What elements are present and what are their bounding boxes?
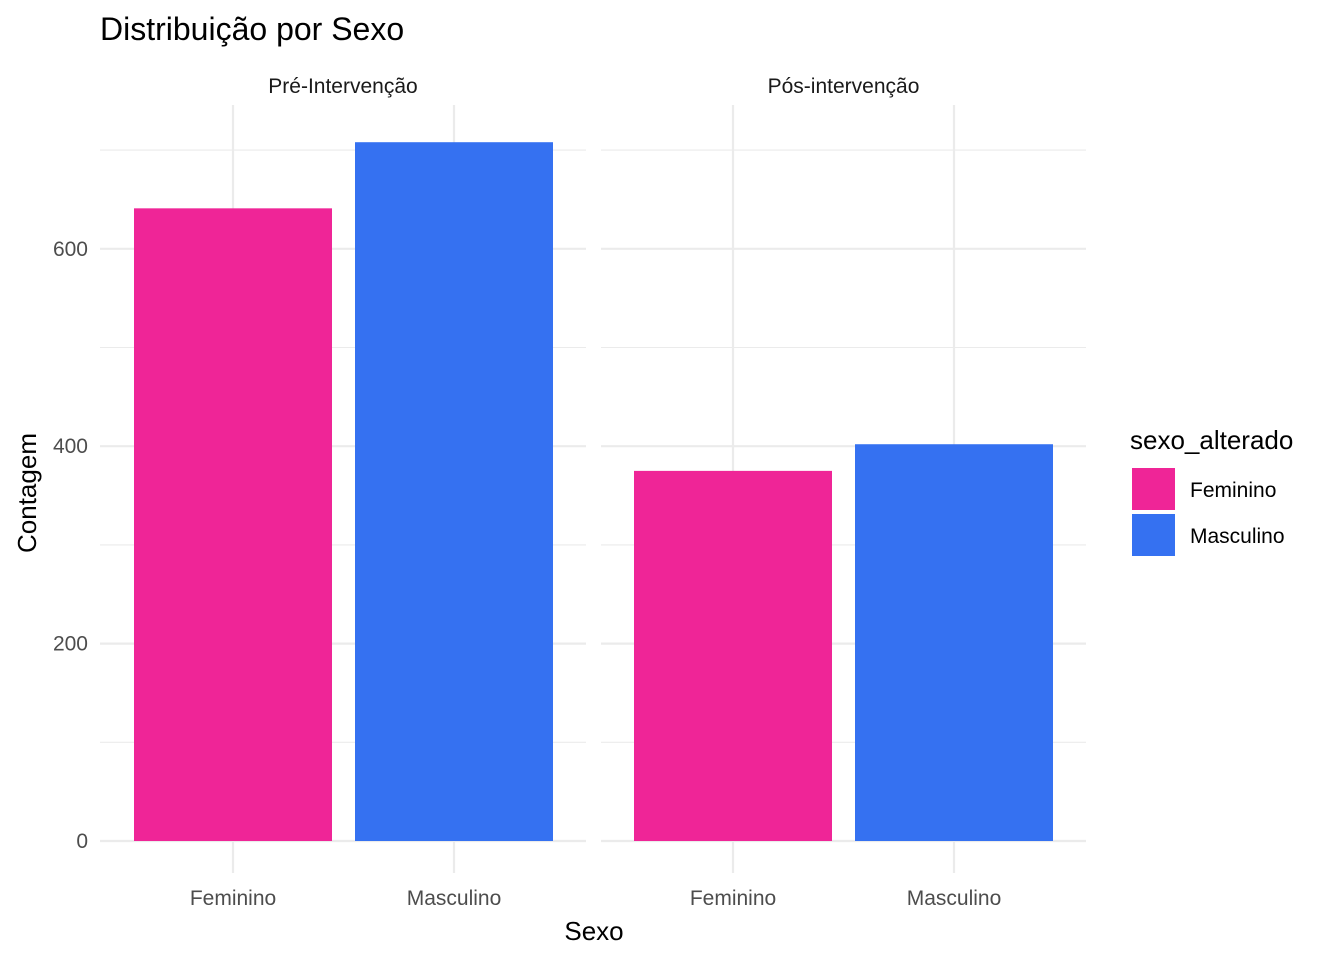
bar-pos-intervencao-feminino xyxy=(634,470,832,841)
y-tick-label: 600 xyxy=(53,238,88,261)
legend-label-masculino: Masculino xyxy=(1190,525,1285,548)
bar-pre-intervencao-masculino xyxy=(355,142,553,842)
y-tick-label: 400 xyxy=(53,435,88,458)
panel-pre-intervencao: Pré-Intervenção Feminino Masculino xyxy=(100,75,586,910)
y-axis-title: Contagem xyxy=(12,433,42,553)
facet-label-pos-intervencao: Pós-intervenção xyxy=(768,75,920,98)
x-axis-title: Sexo xyxy=(564,916,623,946)
bar-pre-intervencao-feminino xyxy=(134,208,332,841)
x-tick-label-feminino: Feminino xyxy=(190,887,276,910)
x-tick-label-feminino: Feminino xyxy=(690,887,776,910)
y-tick-label: 0 xyxy=(76,830,88,853)
legend-label-feminino: Feminino xyxy=(1190,479,1276,502)
legend-key-masculino xyxy=(1132,514,1175,556)
x-tick-label-masculino: Masculino xyxy=(907,887,1002,910)
y-axis: 0 200 400 600 xyxy=(53,238,88,853)
panel-pos-intervencao: Pós-intervenção Feminino Masculino xyxy=(601,75,1086,910)
legend: sexo_alterado Feminino Masculino xyxy=(1130,425,1293,556)
facet-label-pre-intervencao: Pré-Intervenção xyxy=(268,75,417,98)
x-tick-label-masculino: Masculino xyxy=(407,887,502,910)
legend-title: sexo_alterado xyxy=(1130,425,1293,455)
bar-pos-intervencao-masculino xyxy=(855,444,1053,841)
chart-title: Distribuição por Sexo xyxy=(100,11,404,47)
y-tick-label: 200 xyxy=(53,633,88,656)
legend-key-feminino xyxy=(1132,468,1175,510)
